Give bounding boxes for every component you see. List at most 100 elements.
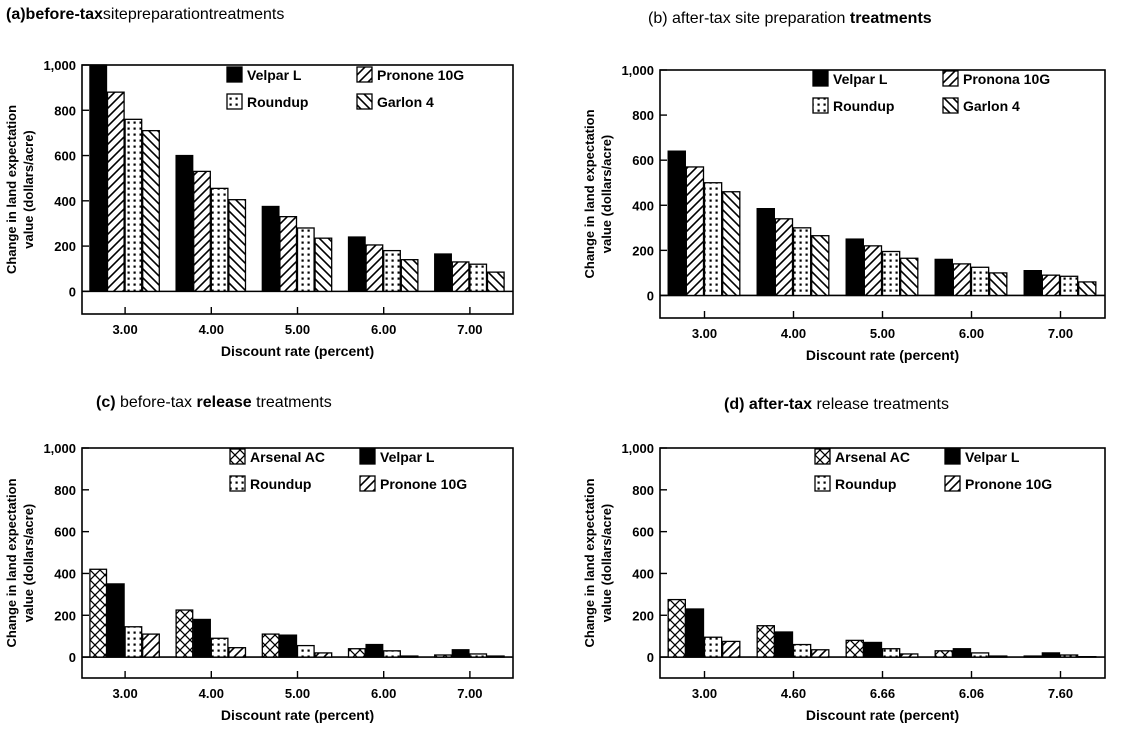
chart-a-xtick-label: 7.00 [457,322,482,337]
chart-c-legend-swatch-velpar-l [359,448,376,465]
chart-b-bar-garlon-4 [1078,281,1097,297]
chart-d-bar-pronone-10g [900,653,919,658]
chart-c-ytick-label: 0 [69,650,76,665]
chart-b-legend-label: Roundup [833,98,894,114]
chart-c-bar-arsenal-ac [89,568,108,658]
chart-d-legend-label: Velpar L [965,449,1020,465]
chart-b-bar-velpar-l [1023,270,1042,297]
chart-b-ytick-label: 800 [632,108,654,123]
chart-c-legend-label: Velpar L [380,449,435,465]
chart-c-bar-roundup [469,653,488,658]
chart-c-xtick-label: 5.00 [285,686,310,701]
chart-d-ytick-label: 600 [632,525,654,540]
chart-b-bar-pronona-10g [685,166,705,297]
chart-a-legend: Velpar L Pronone 10G Roundup Garlon 4 [226,66,464,110]
chart-c-bar-arsenal-ac [175,609,194,658]
chart-c-title: (c) before-tax release treatments [96,394,332,412]
chart-a-bar-pronone-10g [365,244,384,293]
chart-c-bar-pronone-10g [486,655,505,658]
chart-a-title-part: (a)before-tax [6,6,103,23]
chart-c-bar-roundup [383,650,401,658]
chart-d-bar-velpar-l [1041,652,1061,658]
chart-d-legend-swatch-roundup [814,475,831,492]
chart-c-title-part: (c) [96,394,116,411]
chart-a-ylabel: Change in land expectation [4,105,19,274]
chart-b-legend-swatch-roundup [812,97,829,114]
chart-b-title-part: treatments [849,10,932,27]
chart-c-title-part: release [196,394,252,411]
chart-a-bar-garlon-4 [400,259,419,293]
chart-a-title: (a)before-taxsitepreparationtreatments [6,6,284,24]
chart-b-title-part: (b) after-tax site preparation [648,10,850,27]
chart-d-bar-arsenal-ac [667,598,686,658]
chart-a-bar-velpar-l [89,64,108,293]
chart-d-bar-arsenal-ac [756,625,775,658]
chart-b-xtick-label: 5.00 [870,326,895,341]
chart-c-bar-velpar-l [365,643,384,658]
chart-d-bar-pronone-10g [722,640,741,658]
chart-b-bar-garlon-4 [900,257,919,297]
chart-b-bar-velpar-l [667,150,686,297]
chart-d-bar-roundup [970,652,990,658]
chart-c-legend-label: Pronone 10G [380,476,467,492]
chart-d: 0 200 400 600 800 1,000 3.00 4.60 6.66 6.06 7.60 Di… [582,441,1106,723]
chart-c-ytick-label: 600 [54,525,76,540]
chart-c-xlabel: Discount rate (percent) [221,707,374,723]
chart-b-ylabel: value (dollars/acre) [599,135,614,254]
chart-a-bar-garlon-4 [142,129,160,293]
chart-d-bar-velpar-l [863,641,883,658]
chart-d-bar-arsenal-ac [845,639,864,658]
chart-d-legend-swatch-velpar-l [944,448,961,465]
chart-b: 0 200 400 600 800 1,000 3.00 4.00 5.00 6.00 7.00 Di… [582,63,1106,363]
chart-d-bar-pronone-10g [989,655,1008,658]
chart-b-bar-velpar-l [756,208,775,297]
chart-a-xlabel: Discount rate (percent) [221,343,374,359]
chart-c-ylabel: value (dollars/acre) [21,504,36,623]
chart-c-xtick-label: 7.00 [457,686,482,701]
chart-a-ylabel: value (dollars/acre) [21,130,36,249]
chart-a-bar-velpar-l [175,154,194,293]
chart-d-xlabel: Discount rate (percent) [806,707,959,723]
chart-d-bar-velpar-l [685,608,705,658]
chart-c-bar-pronone-10g [142,633,160,658]
chart-c-bar-arsenal-ac [434,654,452,658]
chart-a-legend-swatch-velpar-l [226,66,243,83]
chart-a-xtick-label: 6.00 [371,322,396,337]
chart-b-ytick-label: 200 [632,243,654,258]
chart-b-legend-label: Velpar L [833,71,888,87]
chart-d-bar-velpar-l [952,648,972,658]
chart-d-legend-swatch-arsenal-ac [814,448,831,465]
chart-d-bar-roundup [881,648,901,658]
chart-c-title-part: treatments [251,394,332,411]
chart-d-xtick-label: 4.60 [781,686,806,701]
chart-a-legend-label: Pronone 10G [377,67,464,83]
chart-b-legend-label: Garlon 4 [963,98,1020,114]
chart-c-bar-velpar-l [106,583,125,658]
chart-d-xtick-label: 7.60 [1048,686,1073,701]
chart-a-bar-pronone-10g [279,216,298,293]
chart-d-legend-label: Pronone 10G [965,476,1052,492]
chart-d-bar-arsenal-ac [1023,655,1042,658]
chart-a-bar-garlon-4 [486,271,505,293]
chart-a-ytick-label: 200 [54,239,76,254]
chart-a-title-part: treatments [208,6,285,23]
chart-d-title: (d) after-tax release treatments [724,396,949,414]
chart-d-legend: Arsenal AC Velpar L Roundup Pronone 10G [814,448,1052,492]
chart-b-title: (b) after-tax site preparation treatment… [648,10,932,28]
chart-a-legend-swatch-roundup [226,93,243,110]
chart-c-bar-pronone-10g [400,655,419,658]
chart-d-legend-label: Roundup [835,476,896,492]
chart-b-xtick-label: 3.00 [692,326,717,341]
chart-d-ytick-label: 400 [632,566,654,581]
chart-c-bar-pronone-10g [314,652,333,658]
chart-b-ytick-label: 400 [632,198,654,213]
chart-d-bar-roundup [1059,654,1079,658]
chart-a-title-part: preparation [127,6,209,23]
chart-c-bar-pronone-10g [228,647,247,658]
chart-d-bar-roundup [703,636,723,658]
chart-c-bar-roundup [210,637,229,658]
chart-a-xtick-label: 3.00 [112,322,137,337]
chart-c: 0 200 400 600 800 1,000 3.00 4.00 5.00 6.00 7.00 Di… [4,441,514,723]
chart-b-bar-pronona-10g [863,245,883,297]
chart-b-bar-roundup [881,250,901,297]
